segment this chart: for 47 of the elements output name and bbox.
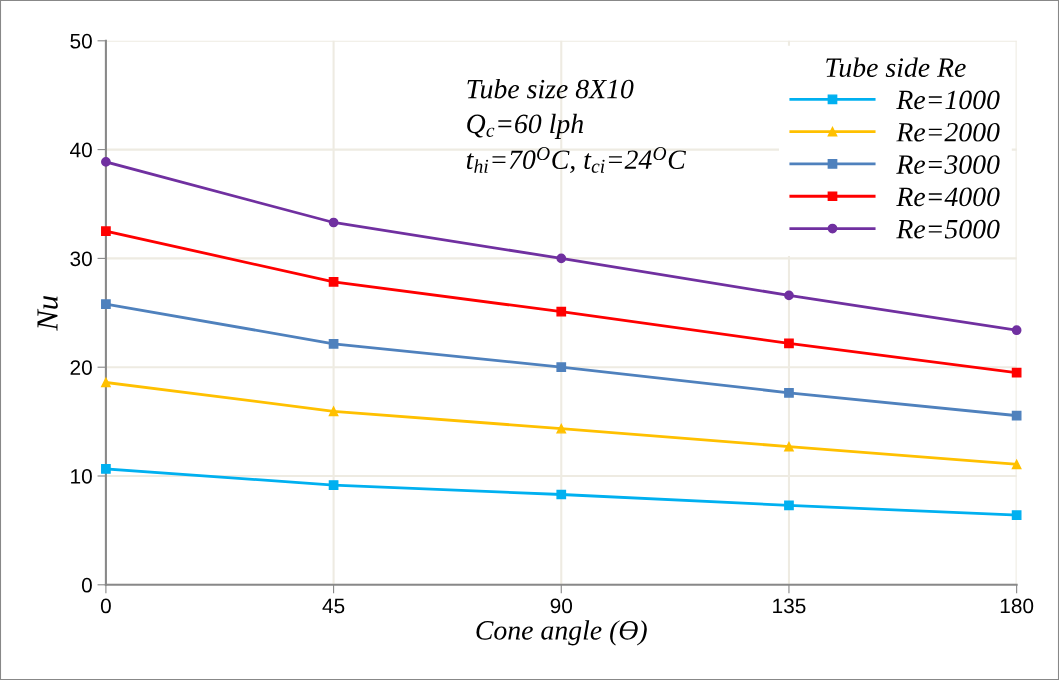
point [784, 338, 794, 349]
x-tick-label: 0 [100, 598, 111, 614]
point [101, 464, 111, 474]
point [328, 338, 339, 349]
point [1011, 325, 1022, 336]
annotation: Tube size 8X10 [467, 78, 634, 99]
legend-label: Re=5000 [896, 219, 1000, 239]
point [784, 290, 794, 301]
text: t$_{hi}$=70$^{O}$C, t$_{ci}$=24$^{O}$C [466, 147, 687, 174]
y-tick-label: 20 [70, 360, 92, 375]
legend-label: Re=3000 [896, 155, 1000, 174]
point [784, 500, 794, 511]
y-tick-label: 40 [70, 142, 92, 158]
x-tick-label: 135 [773, 598, 806, 614]
point [328, 406, 339, 417]
x-tick-label: 45 [322, 598, 345, 614]
point [556, 306, 567, 317]
point [328, 276, 339, 287]
point [1011, 459, 1022, 470]
x-axis-title: Cone angle (Ө) [476, 620, 647, 646]
annotation: Q$_{c}$=60 lph [467, 113, 583, 139]
legend-label: Re=1000 [896, 90, 1000, 110]
point [101, 226, 111, 237]
x-tick-label: 90 [550, 598, 573, 614]
point [1011, 367, 1022, 378]
point [101, 299, 111, 309]
point [784, 387, 794, 398]
point [101, 377, 111, 388]
point [784, 441, 794, 452]
x-tick-label: 180 [1000, 598, 1034, 614]
point [556, 253, 567, 264]
y-tick-label: 0 [81, 577, 92, 593]
point [556, 489, 567, 500]
point [328, 217, 339, 228]
point [556, 423, 567, 434]
y-axis-title: Nu [37, 296, 58, 331]
point [101, 157, 111, 167]
y-tick-label: 10 [71, 469, 92, 484]
y-tick-label: 50 [70, 33, 92, 49]
point [328, 480, 339, 490]
point [556, 362, 567, 373]
point [1011, 510, 1022, 521]
y-tick-label: 30 [70, 251, 92, 267]
legend-label: Re=4000 [896, 187, 1000, 207]
legend-title: Tube side Re [826, 57, 966, 78]
point [1011, 410, 1022, 421]
legend-label: Re=2000 [896, 122, 1000, 142]
